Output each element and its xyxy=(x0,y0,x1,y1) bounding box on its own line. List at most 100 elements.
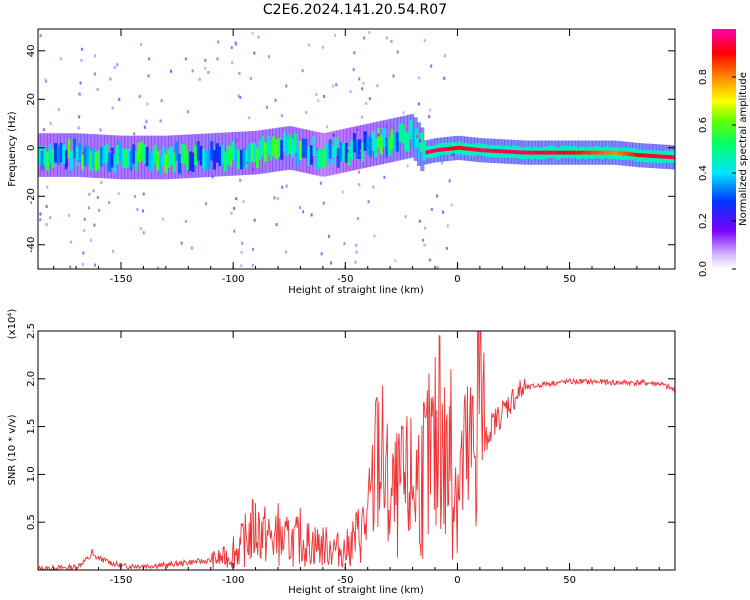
spectral-cell xyxy=(640,153,644,158)
spectral-cell xyxy=(619,151,623,156)
spectral-cell xyxy=(96,87,99,91)
spectral-cell xyxy=(603,150,607,155)
spectral-cell xyxy=(159,119,162,123)
spectral-cell xyxy=(440,161,443,165)
spectral-cell xyxy=(597,150,601,155)
spectral-cell xyxy=(342,142,346,163)
spectral-cell xyxy=(443,76,446,80)
spectral-cell xyxy=(251,263,254,267)
spectral-cell xyxy=(99,128,102,132)
colorbar-tick-label: 0.0 xyxy=(698,261,709,277)
spectral-cell xyxy=(630,152,634,157)
spectral-cell xyxy=(657,154,661,159)
spectral-cell xyxy=(121,148,125,169)
spectral-cell xyxy=(133,194,136,198)
spectral-cell xyxy=(613,150,617,155)
spectral-cell xyxy=(117,192,120,196)
spectral-cell xyxy=(344,143,348,163)
spectral-cell xyxy=(56,145,60,165)
spectral-cell xyxy=(265,105,268,109)
spectral-cell xyxy=(266,135,270,156)
spectral-cell xyxy=(43,146,47,166)
spectral-cell xyxy=(495,149,499,153)
x-tick-label: 0 xyxy=(454,274,460,285)
spectral-cell xyxy=(132,144,136,164)
spectral-cell xyxy=(425,150,429,155)
spectral-cell xyxy=(358,170,361,174)
spectral-cell xyxy=(124,148,128,169)
spectral-cell xyxy=(196,141,200,161)
spectral-cell xyxy=(253,218,256,222)
spectral-cell xyxy=(315,150,319,170)
spectral-cell xyxy=(217,40,220,44)
spectral-cell xyxy=(231,141,235,161)
spectral-cell xyxy=(129,151,133,171)
spectral-cell xyxy=(113,66,116,70)
spectral-cell xyxy=(118,97,121,101)
spectral-cell xyxy=(41,167,44,171)
snr-chart: -150 -100 -50 0 50 0.5 1.0 1.5 2.0 2.5 Height of … xyxy=(7,309,676,596)
spectral-cell xyxy=(167,148,171,168)
spectral-cell xyxy=(88,192,91,196)
spectral-cell xyxy=(334,137,338,157)
spectral-cell xyxy=(110,147,114,168)
spectral-cell xyxy=(654,154,658,159)
spectral-cell xyxy=(38,145,41,165)
spectral-cell xyxy=(140,141,144,161)
spectral-cell xyxy=(544,150,548,155)
spectral-cell xyxy=(646,153,650,158)
spectral-cell xyxy=(232,206,235,210)
spectral-cell xyxy=(83,146,87,166)
spectral-cell xyxy=(444,54,447,58)
spectral-cell xyxy=(80,58,83,62)
x-tick-label: -50 xyxy=(337,575,353,586)
spectral-cell xyxy=(673,155,675,160)
spectral-cell xyxy=(281,185,284,189)
spectral-cell xyxy=(417,138,421,159)
spectral-cell xyxy=(199,146,203,166)
x-tick-label: -150 xyxy=(110,575,133,586)
spectral-cell xyxy=(253,51,256,55)
colorbar-tick-label: 0.8 xyxy=(698,69,709,85)
spectral-cell xyxy=(62,144,66,164)
spectral-cell xyxy=(98,208,101,212)
spectral-cell xyxy=(565,150,569,155)
spectral-cell xyxy=(191,69,194,73)
spectral-cell xyxy=(239,149,243,170)
spectral-cell xyxy=(449,146,453,151)
y-tick-label: 0 xyxy=(26,145,37,151)
spectral-cell xyxy=(365,101,368,105)
spectral-cell xyxy=(126,148,130,168)
spectral-cell xyxy=(285,136,289,156)
spectral-cell xyxy=(310,213,313,217)
spectral-cell xyxy=(288,134,292,154)
spectral-cell xyxy=(99,147,103,167)
spectral-cell xyxy=(116,144,120,165)
spectral-cell xyxy=(202,149,206,169)
spectral-cell xyxy=(398,122,402,143)
spectral-cell xyxy=(449,156,452,160)
spectral-cell xyxy=(207,149,211,169)
spectrogram-chart: -150 -100 -50 0 50 -40 -20 0 20 40 Height of stra… xyxy=(7,28,749,296)
spectral-cell xyxy=(376,84,379,88)
spectral-cell xyxy=(285,84,288,88)
spectral-cell xyxy=(139,227,142,231)
spectral-cell xyxy=(313,143,316,147)
spectral-cell xyxy=(433,148,437,153)
spectral-cell xyxy=(235,139,238,143)
y-tick-label: -40 xyxy=(26,237,37,253)
spectral-cell xyxy=(109,77,112,81)
x-axis-label: Height of straight line (km) xyxy=(288,585,424,596)
spectral-cell xyxy=(261,136,265,156)
spectral-cell xyxy=(207,70,210,74)
colorbar-tick-label: 0.6 xyxy=(698,117,709,133)
spectral-cell xyxy=(142,209,145,213)
spectral-cell xyxy=(436,266,439,269)
spectral-cell xyxy=(417,102,420,106)
spectral-cell xyxy=(296,146,300,166)
spectral-cell xyxy=(69,265,72,269)
spectral-cell xyxy=(538,150,542,155)
spectral-cell xyxy=(616,150,620,155)
spectral-cell xyxy=(368,31,371,35)
spectral-cell xyxy=(70,150,74,171)
